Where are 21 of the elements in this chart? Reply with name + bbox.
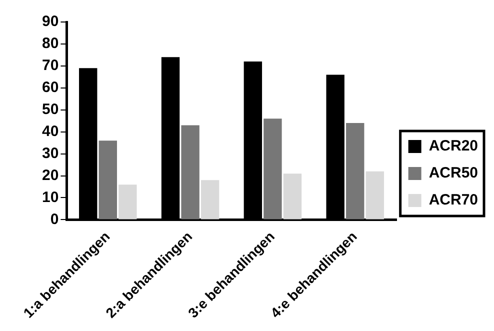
y-tick-label: 10 bbox=[42, 188, 59, 206]
legend-label: ACR70 bbox=[428, 192, 478, 209]
bar bbox=[346, 123, 364, 220]
legend-label: ACR20 bbox=[428, 138, 478, 155]
bar bbox=[181, 125, 200, 220]
bar bbox=[200, 180, 220, 220]
legend-label: ACR50 bbox=[428, 164, 478, 182]
y-tick-label: 60 bbox=[42, 79, 59, 96]
bar bbox=[118, 184, 137, 220]
bar bbox=[366, 171, 384, 220]
y-tick-label: 30 bbox=[42, 144, 59, 162]
bar bbox=[98, 140, 117, 220]
y-tick-label: 0 bbox=[50, 210, 59, 228]
y-tick-label: 70 bbox=[42, 57, 59, 74]
y-tick-label: 50 bbox=[42, 101, 59, 118]
y-tick-label: 80 bbox=[42, 35, 59, 52]
y-tick-label: 90 bbox=[42, 13, 59, 30]
bar bbox=[283, 174, 302, 220]
y-tick-label: 20 bbox=[42, 166, 59, 184]
y-tick-label: 40 bbox=[42, 122, 59, 140]
bar bbox=[264, 118, 282, 220]
